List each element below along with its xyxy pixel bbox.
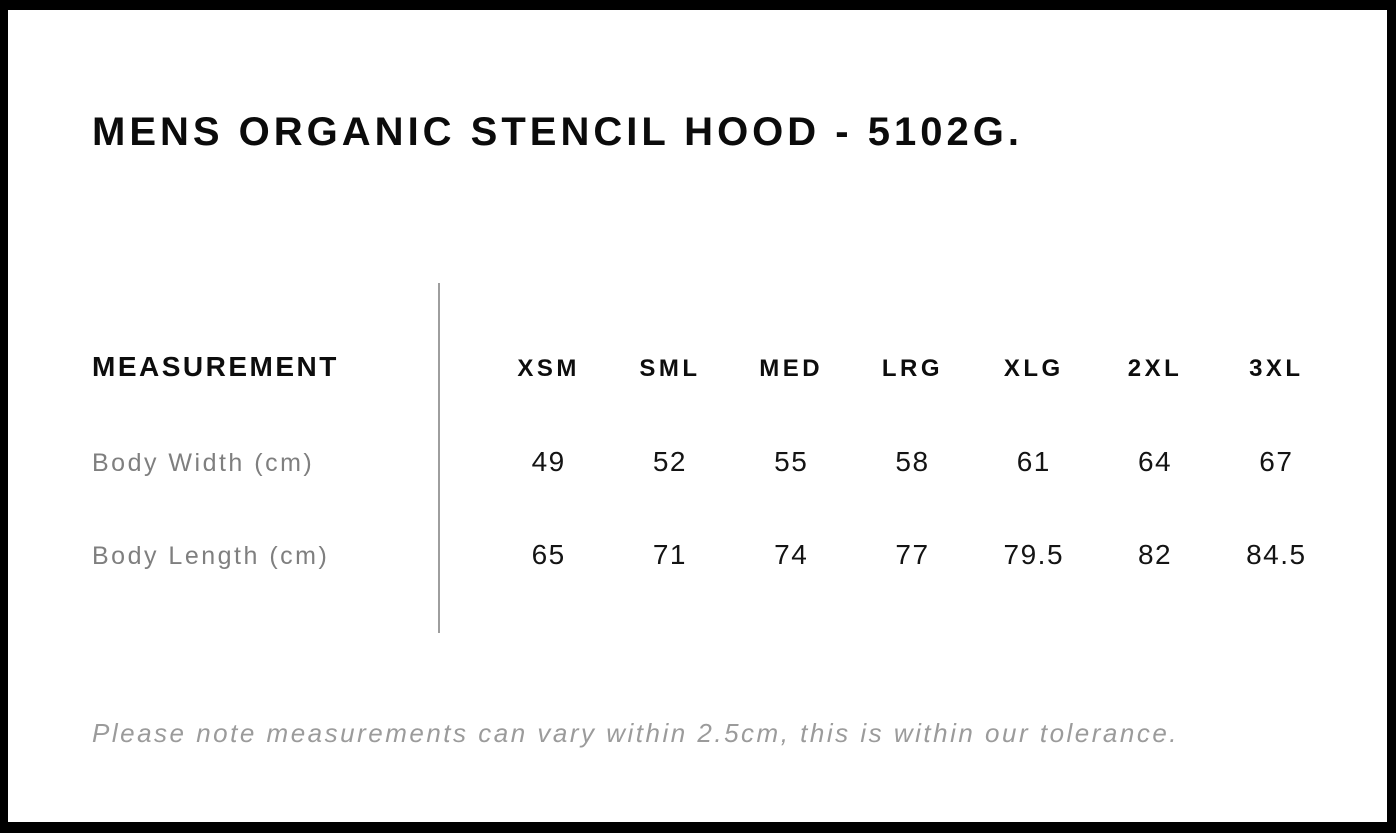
body-length-lrg: 77	[895, 539, 930, 570]
column-header-lrg: LRG	[881, 355, 944, 382]
body-length-sml: 71	[652, 539, 687, 570]
row-label-body-width: Body Width (cm)	[92, 449, 315, 477]
body-length-2xl: 82	[1137, 539, 1173, 570]
table-row-body-width: Body Width (cm) 49 52 55 58 61 64 67	[92, 448, 1337, 476]
page-title: MENS ORGANIC STENCIL HOOD - 5102G.	[92, 110, 1023, 154]
table-divider-line	[438, 283, 440, 633]
column-header-med: MED	[759, 355, 824, 382]
column-header-sml: SML	[639, 355, 701, 382]
body-width-xlg: 61	[1016, 446, 1051, 477]
column-header-xsm: XSM	[517, 355, 580, 382]
body-length-med: 74	[774, 539, 809, 570]
body-length-xlg: 79.5	[1003, 539, 1065, 570]
body-length-3xl: 84.5	[1246, 539, 1307, 570]
table-row-body-length: Body Length (cm) 65 71 74 77 79.5 82 84.…	[92, 541, 1337, 569]
body-width-2xl: 64	[1137, 446, 1173, 477]
body-width-3xl: 67	[1259, 446, 1294, 477]
body-width-med: 55	[774, 446, 809, 477]
body-length-xsm: 65	[531, 539, 566, 570]
row-label-body-length: Body Length (cm)	[92, 542, 330, 570]
tolerance-note: Please note measurements can vary within…	[92, 718, 1180, 748]
column-header-3xl: 3XL	[1249, 355, 1304, 382]
column-header-xlg: XLG	[1003, 355, 1064, 382]
body-width-lrg: 58	[895, 446, 930, 477]
body-width-xsm: 49	[531, 446, 566, 477]
body-width-sml: 52	[652, 446, 687, 477]
table-header-row: MEASUREMENT XSM SML MED LRG XLG 2XL 3XL	[92, 353, 1337, 381]
column-header-2xl: 2XL	[1127, 355, 1183, 382]
column-header-measurement: MEASUREMENT	[92, 351, 339, 382]
